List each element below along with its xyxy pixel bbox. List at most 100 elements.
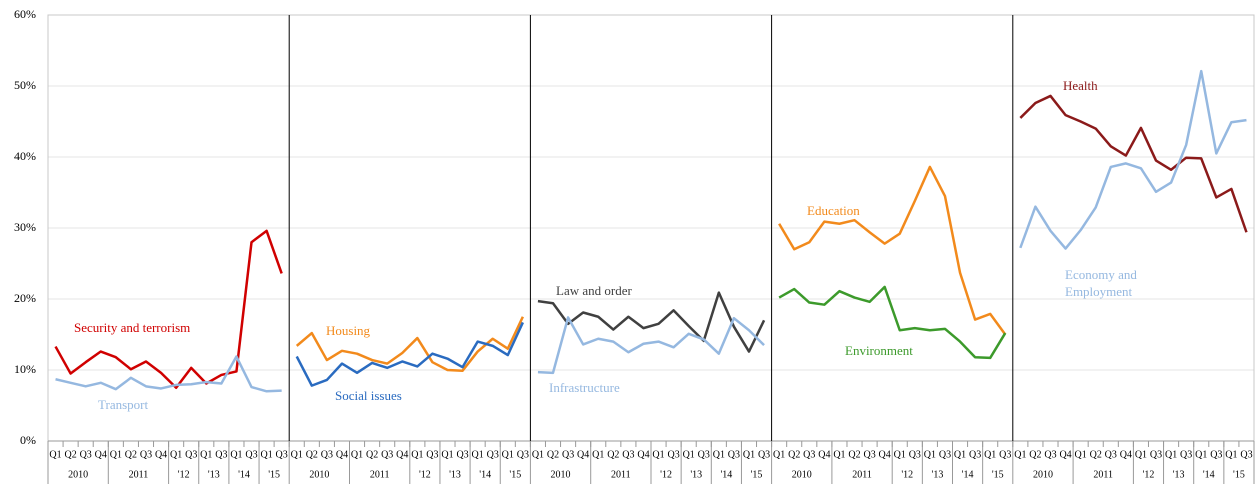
x-tick-label: Q3: [487, 449, 499, 460]
x-tick-label: Q3: [863, 449, 875, 460]
x-tick-label: Q4: [1059, 449, 1071, 460]
x-tick-label: Q2: [607, 449, 619, 460]
x-tick-label: Q1: [773, 449, 785, 460]
x-tick-label: Q1: [984, 449, 996, 460]
y-tick-label: 60%: [14, 7, 36, 21]
x-tick-label: Q3: [969, 449, 981, 460]
x-tick-label: Q1: [441, 449, 453, 460]
x-tick-label: Q1: [291, 449, 303, 460]
x-tick-label: Q1: [411, 449, 423, 460]
x-tick-label: Q3: [1105, 449, 1117, 460]
x-tick-label: Q1: [502, 449, 514, 460]
x-tick-label: Q3: [1180, 449, 1192, 460]
year-label: 2011: [852, 469, 872, 480]
series-line: [1019, 94, 1248, 233]
series-line: [537, 316, 765, 375]
y-tick-label: 50%: [14, 78, 36, 92]
series-label: Security and terrorism: [74, 320, 191, 335]
y-tick-label: 40%: [14, 149, 36, 163]
year-label: '13: [1173, 469, 1185, 480]
series-label: Law and order: [556, 283, 632, 298]
year-label: '14: [720, 469, 732, 480]
y-tick-label: 20%: [14, 291, 36, 305]
x-tick-label: Q1: [49, 449, 61, 460]
x-tick-label: Q3: [321, 449, 333, 460]
x-tick-label: Q3: [245, 449, 257, 460]
x-tick-label: Q4: [336, 449, 348, 460]
year-label: 2010: [309, 469, 329, 480]
x-tick-label: Q3: [140, 449, 152, 460]
series-line: [55, 355, 282, 393]
x-tick-label: Q3: [758, 449, 770, 460]
year-label: '13: [208, 469, 220, 480]
x-tick-label: Q4: [818, 449, 830, 460]
year-label: '14: [238, 469, 250, 480]
x-tick-label: Q2: [64, 449, 76, 460]
x-tick-label: Q3: [456, 449, 468, 460]
x-tick-label: Q1: [924, 449, 936, 460]
x-tick-label: Q1: [683, 449, 695, 460]
x-tick-label: Q2: [848, 449, 860, 460]
x-tick-label: Q1: [743, 449, 755, 460]
x-tick-label: Q1: [592, 449, 604, 460]
year-label: '13: [690, 469, 702, 480]
x-tick-label: Q3: [698, 449, 710, 460]
series-label: Social issues: [335, 388, 402, 403]
series-label: Housing: [326, 323, 371, 338]
year-label: '12: [1143, 469, 1155, 480]
x-tick-label: Q2: [1029, 449, 1041, 460]
series-line: [295, 321, 524, 387]
x-tick-label: Q3: [426, 449, 438, 460]
year-label: 2011: [1093, 469, 1113, 480]
series-label: Health: [1063, 78, 1098, 93]
x-tick-label: Q1: [532, 449, 544, 460]
x-tick-label: Q1: [1014, 449, 1026, 460]
series-line: [295, 316, 524, 372]
year-label: '15: [992, 469, 1004, 480]
x-tick-label: Q3: [909, 449, 921, 460]
series-line: [1019, 69, 1247, 250]
x-tick-label: Q2: [547, 449, 559, 460]
x-tick-label: Q2: [1090, 449, 1102, 460]
x-tick-label: Q1: [230, 449, 242, 460]
x-tick-label: Q4: [95, 449, 107, 460]
x-tick-label: Q1: [833, 449, 845, 460]
series-label: Environment: [845, 343, 913, 358]
x-tick-label: Q3: [276, 449, 288, 460]
year-label: 2010: [1033, 469, 1053, 480]
x-tick-label: Q1: [954, 449, 966, 460]
x-tick-label: Q1: [652, 449, 664, 460]
x-tick-label: Q3: [517, 449, 529, 460]
x-tick-label: Q3: [1150, 449, 1162, 460]
x-tick-label: Q2: [306, 449, 318, 460]
x-tick-label: Q1: [1075, 449, 1087, 460]
year-label: '15: [509, 469, 521, 480]
y-tick-label: 0%: [20, 433, 36, 447]
x-tick-label: Q1: [1135, 449, 1147, 460]
year-label: '13: [449, 469, 461, 480]
series-label: Education: [807, 203, 860, 218]
x-tick-label: Q3: [1240, 449, 1252, 460]
x-tick-label: Q1: [713, 449, 725, 460]
series-line: [537, 291, 766, 353]
year-label: 2011: [611, 469, 631, 480]
x-tick-label: Q1: [260, 449, 272, 460]
year-label: '15: [268, 469, 280, 480]
x-tick-label: Q3: [80, 449, 92, 460]
x-tick-label: Q1: [110, 449, 122, 460]
x-tick-label: Q2: [125, 449, 137, 460]
x-tick-label: Q4: [1120, 449, 1132, 460]
x-tick-label: Q4: [155, 449, 167, 460]
x-tick-label: Q3: [562, 449, 574, 460]
x-tick-label: Q2: [366, 449, 378, 460]
x-tick-label: Q1: [1195, 449, 1207, 460]
year-label: '14: [962, 469, 974, 480]
x-tick-label: Q1: [472, 449, 484, 460]
x-tick-label: Q3: [999, 449, 1011, 460]
x-tick-label: Q1: [170, 449, 182, 460]
x-tick-label: Q3: [667, 449, 679, 460]
x-tick-label: Q3: [622, 449, 634, 460]
year-label: 2011: [129, 469, 149, 480]
x-tick-label: Q2: [788, 449, 800, 460]
